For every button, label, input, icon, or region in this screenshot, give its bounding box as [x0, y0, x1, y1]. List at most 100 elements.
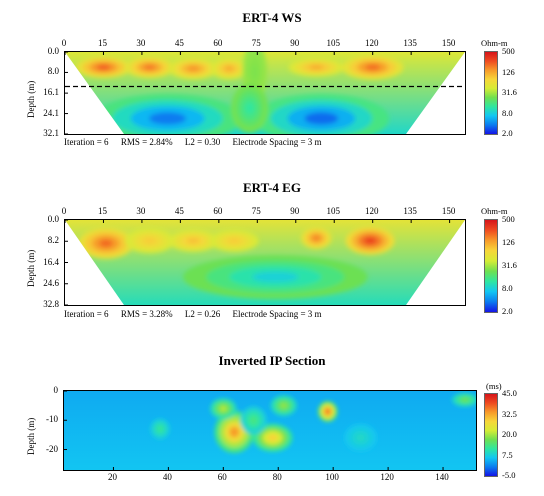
anomaly-contour: [96, 64, 111, 70]
spacing-text: Electrode Spacing = 3 m: [232, 137, 322, 147]
anomaly-contour: [252, 271, 299, 283]
x-tick-label: 0: [61, 38, 67, 48]
anomaly-contour: [325, 408, 331, 415]
inversion-stats: Iteration = 6 RMS = 2.84% L2 = 0.30 Elec…: [64, 137, 332, 147]
y-tick-label: 0: [53, 385, 59, 395]
inversion-stats: Iteration = 6 RMS = 3.28% L2 = 0.26 Elec…: [64, 309, 332, 319]
anomaly-contour: [245, 102, 255, 115]
x-tick-label: 135: [403, 206, 417, 216]
x-tick-label: 30: [136, 206, 146, 216]
x-tick-label: 90: [290, 38, 300, 48]
colorbar-tick-label: 500: [502, 46, 515, 56]
colorbar-unit: (ms): [486, 381, 502, 391]
x-tick-label: 120: [380, 472, 394, 482]
x-tick-label: 150: [441, 206, 456, 216]
y-tick-label: 16.4: [43, 256, 59, 267]
y-tick-label: 0.0: [47, 46, 59, 56]
section-mask-right: [406, 52, 465, 134]
y-tick-label: 16.1: [43, 87, 59, 98]
anomaly-contour: [157, 426, 163, 432]
x-tick-label: 15: [97, 206, 107, 216]
x-tick-label: 0: [61, 206, 67, 216]
y-tick-label: -10: [46, 414, 58, 425]
y-tick-label: 24.1: [43, 107, 59, 118]
l2-text: L2 = 0.30: [184, 137, 221, 147]
colorbar-tick-label: 126: [502, 237, 515, 247]
colorbar-tick-label: 7.5: [502, 449, 513, 460]
anomaly-contour: [267, 434, 278, 442]
y-tick-label: 8.2: [47, 235, 59, 246]
anomaly-contour: [250, 416, 257, 424]
x-tick-label: 30: [136, 38, 146, 48]
anomaly-contour: [251, 64, 258, 81]
anomaly-contour: [228, 238, 241, 244]
anomaly-contour: [280, 403, 287, 409]
y-tick-label: 32.8: [43, 299, 59, 309]
resistivity-section: [64, 51, 466, 135]
resistivity-section: [64, 219, 466, 306]
x-tick-label: 45: [174, 38, 184, 48]
x-tick-label: 15: [97, 38, 107, 48]
anomaly-contour: [229, 426, 240, 438]
colorbar-tick-label: 31.6: [502, 260, 517, 270]
x-tick-label: 75: [251, 206, 261, 216]
anomaly-contour: [461, 398, 469, 402]
l2-text: L2 = 0.26: [184, 309, 221, 319]
colorbar: [484, 51, 498, 135]
y-tick-label: 0.0: [47, 214, 59, 224]
anomaly-contour: [143, 64, 156, 70]
x-tick-label: 120: [364, 206, 379, 216]
anomaly-contour: [99, 239, 113, 248]
spacing-text: Electrode Spacing = 3 m: [232, 309, 322, 319]
colorbar-tick-label: -5.0: [502, 470, 516, 480]
x-tick-label: 60: [213, 38, 223, 48]
anomaly-contour: [224, 65, 234, 72]
x-tick-label: 45: [174, 206, 184, 216]
colorbar-tick-label: 126: [502, 66, 515, 77]
colorbar-unit: Ohm-m: [481, 38, 508, 48]
colorbar-tick-label: 500: [502, 214, 515, 224]
anomaly-contour: [149, 112, 187, 125]
rms-text: RMS = 3.28%: [120, 309, 173, 319]
colorbar: [484, 393, 498, 477]
ip-section: [63, 390, 477, 471]
x-tick-label: 60: [213, 206, 223, 216]
colorbar-tick-label: 2.0: [502, 128, 513, 138]
colorbar-tick-label: 8.0: [502, 283, 513, 293]
x-tick-label: 150: [441, 38, 456, 48]
colorbar-tick-label: 2.0: [502, 306, 513, 316]
chart-title: ERT-4 EG: [243, 180, 301, 195]
colorbar-tick-label: 8.0: [502, 107, 513, 118]
x-tick-label: 135: [403, 38, 417, 48]
anomaly-contour: [220, 406, 227, 412]
section-mask-right: [406, 220, 465, 305]
x-tick-label: 20: [107, 472, 117, 482]
anomaly-contour: [304, 112, 339, 125]
y-tick-label: 32.1: [43, 128, 59, 138]
anomaly-contour: [356, 434, 365, 442]
chart-title: ERT-4 WS: [242, 10, 302, 25]
x-tick-label: 80: [272, 472, 282, 482]
anomaly-contour: [363, 237, 377, 245]
x-tick-label: 40: [162, 472, 172, 482]
anomaly-contour: [187, 238, 200, 244]
y-tick-label: 8.0: [47, 66, 59, 77]
anomaly-contour: [143, 237, 156, 244]
anomaly-contour: [365, 64, 381, 71]
x-tick-label: 120: [364, 38, 379, 48]
colorbar-unit: Ohm-m: [481, 206, 508, 216]
x-tick-label: 100: [325, 472, 339, 482]
x-tick-label: 140: [435, 472, 449, 482]
x-tick-label: 105: [326, 206, 340, 216]
anomaly-contour: [312, 235, 321, 241]
y-tick-label: -20: [46, 443, 58, 454]
x-tick-label: 60: [217, 472, 227, 482]
x-tick-label: 105: [326, 38, 340, 48]
iteration-text: Iteration = 6: [64, 137, 109, 147]
y-tick-label: 24.6: [43, 277, 59, 288]
rms-text: RMS = 2.84%: [120, 137, 173, 147]
colorbar: [484, 219, 498, 313]
colorbar-tick-label: 45.0: [502, 388, 517, 398]
x-tick-label: 90: [290, 206, 300, 216]
anomaly-contour: [187, 65, 200, 72]
